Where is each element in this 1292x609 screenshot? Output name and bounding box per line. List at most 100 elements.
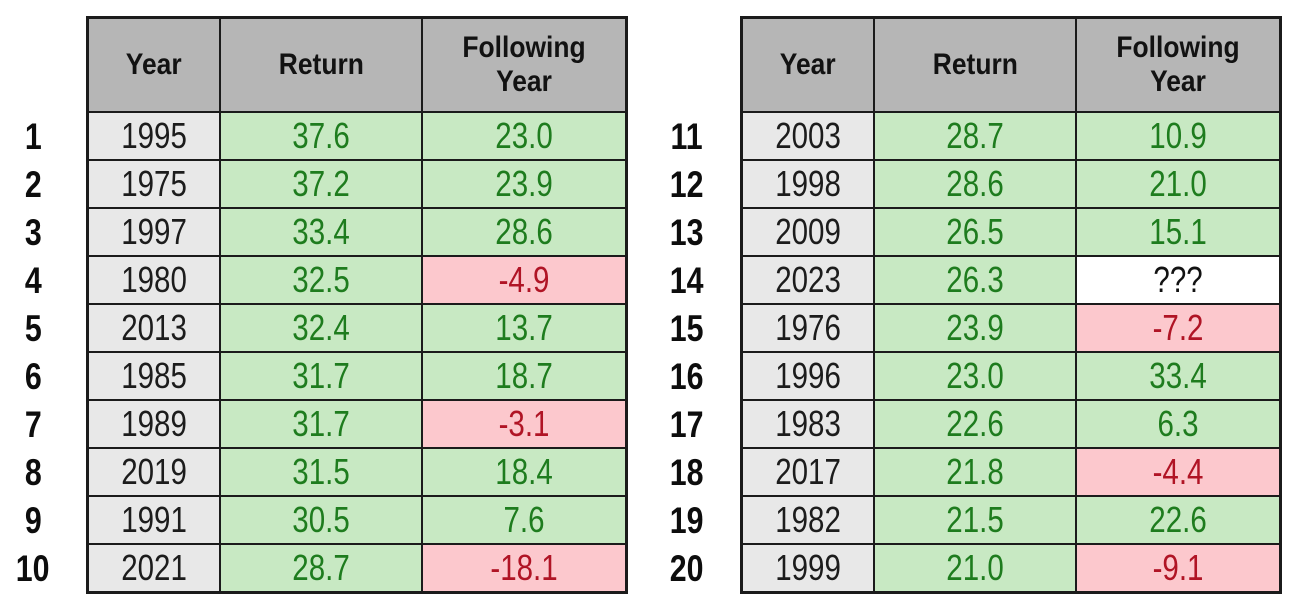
cell-return-label: 21.8 [946, 451, 1004, 492]
cell-return-label: 32.5 [292, 259, 350, 300]
cell-following-year-label: 10.9 [1149, 115, 1207, 156]
cell-return: 28.6 [875, 161, 1075, 207]
cell-return-label: 26.3 [946, 259, 1004, 300]
cell-following-year: 23.0 [423, 113, 625, 159]
cell-following-year: 18.4 [423, 449, 625, 495]
row-rank: 1 [2, 113, 64, 161]
cell-following-year: 28.6 [423, 209, 625, 255]
cell-year-label: 1980 [121, 259, 187, 300]
row-rank-label: 13 [670, 212, 704, 253]
row-rank: 17 [656, 401, 718, 449]
cell-year: 1997 [89, 209, 219, 255]
cell-year: 2013 [89, 305, 219, 351]
cell-return-label: 28.6 [946, 163, 1004, 204]
cell-year: 2009 [743, 209, 873, 255]
cell-return-label: 21.0 [946, 547, 1004, 588]
cell-year: 1999 [743, 545, 873, 591]
cell-return: 31.7 [221, 353, 421, 399]
cell-return-label: 33.4 [292, 211, 350, 252]
column-header-year-label: Year [126, 48, 182, 82]
cell-return: 33.4 [221, 209, 421, 255]
cell-return: 30.5 [221, 497, 421, 543]
cell-following-year: 6.3 [1077, 401, 1279, 447]
row-rank-label: 8 [24, 452, 42, 493]
column-header-year-label: Year [780, 48, 836, 82]
cell-return: 23.0 [875, 353, 1075, 399]
row-rank-label: 5 [24, 308, 42, 349]
cell-following-year-label: 13.7 [495, 307, 553, 348]
cell-return: 31.7 [221, 401, 421, 447]
cell-year: 2017 [743, 449, 873, 495]
row-rank-label: 1 [24, 116, 42, 157]
cell-following-year-label: -4.9 [498, 259, 550, 300]
cell-year: 2023 [743, 257, 873, 303]
cell-following-year: 21.0 [1077, 161, 1279, 207]
cell-following-year: -18.1 [423, 545, 625, 591]
cell-year-label: 1985 [121, 355, 187, 396]
column-header-return: Return [221, 19, 421, 111]
cell-following-year-label: -3.1 [498, 403, 550, 444]
cell-year: 1996 [743, 353, 873, 399]
cell-following-year-label: 23.0 [495, 115, 553, 156]
cell-return: 28.7 [875, 113, 1075, 159]
cell-year: 2003 [743, 113, 873, 159]
cell-year: 1989 [89, 401, 219, 447]
cell-following-year: 23.9 [423, 161, 625, 207]
cell-following-year-label: 33.4 [1149, 355, 1207, 396]
column-header-return-label: Return [932, 48, 1018, 82]
cell-year-label: 2013 [121, 307, 187, 348]
cell-following-year-label: 7.6 [503, 499, 545, 540]
cell-following-year: 7.6 [423, 497, 625, 543]
cell-following-year: -7.2 [1077, 305, 1279, 351]
cell-return: 31.5 [221, 449, 421, 495]
column-header-return: Return [875, 19, 1075, 111]
row-rank: 2 [2, 161, 64, 209]
cell-year-label: 1976 [775, 307, 841, 348]
row-rank: 16 [656, 353, 718, 401]
row-rank: 15 [656, 305, 718, 353]
row-rank-label: 7 [24, 404, 42, 445]
row-rank-label: 2 [24, 164, 42, 205]
row-rank-label: 12 [670, 164, 704, 205]
cell-year-label: 1996 [775, 355, 841, 396]
cell-year: 1998 [743, 161, 873, 207]
cell-year: 1995 [89, 113, 219, 159]
cell-year: 2019 [89, 449, 219, 495]
cell-return-label: 28.7 [946, 115, 1004, 156]
cell-return: 21.8 [875, 449, 1075, 495]
rank-column: 11 12 13 14 15 16 17 18 19 20 [656, 113, 718, 593]
cell-following-year-label: 21.0 [1149, 163, 1207, 204]
row-rank: 5 [2, 305, 64, 353]
cell-return: 26.3 [875, 257, 1075, 303]
cell-year: 1991 [89, 497, 219, 543]
cell-following-year-label: 6.3 [1157, 403, 1199, 444]
cell-following-year-label: 22.6 [1149, 499, 1207, 540]
cell-following-year-label: 28.6 [495, 211, 553, 252]
cell-following-year: -9.1 [1077, 545, 1279, 591]
cell-following-year-label: ??? [1153, 259, 1203, 300]
row-rank: 8 [2, 449, 64, 497]
row-rank: 3 [2, 209, 64, 257]
row-rank: 6 [2, 353, 64, 401]
cell-following-year: 22.6 [1077, 497, 1279, 543]
cell-following-year-label: 18.4 [495, 451, 553, 492]
cell-return: 28.7 [221, 545, 421, 591]
row-rank-label: 11 [670, 116, 704, 157]
cell-return-label: 37.2 [292, 163, 350, 204]
cell-year-label: 2003 [775, 115, 841, 156]
cell-return: 32.4 [221, 305, 421, 351]
returns-table: Year Return Following Year 2003 28.7 10.9 1998… [740, 16, 1282, 594]
cell-return: 37.2 [221, 161, 421, 207]
column-header-following-year-label: Following Year [462, 31, 586, 98]
row-rank-label: 19 [670, 500, 704, 541]
cell-following-year: -4.9 [423, 257, 625, 303]
cell-year: 1982 [743, 497, 873, 543]
cell-year: 1975 [89, 161, 219, 207]
row-rank-label: 20 [670, 548, 704, 589]
cell-return-label: 23.0 [946, 355, 1004, 396]
cell-following-year-label: -7.2 [1152, 307, 1204, 348]
row-rank: 14 [656, 257, 718, 305]
table-group-ranks-11-20: 11 12 13 14 15 16 17 18 19 20 Year Return Following… [656, 16, 1292, 596]
cell-following-year: 33.4 [1077, 353, 1279, 399]
cell-year-label: 2009 [775, 211, 841, 252]
